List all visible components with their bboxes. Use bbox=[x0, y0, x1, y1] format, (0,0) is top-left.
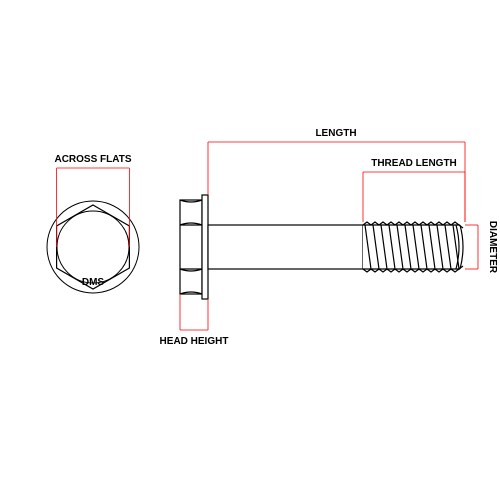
bolt-shank bbox=[208, 225, 363, 269]
dim-length: LENGTH bbox=[208, 128, 465, 222]
label-length: LENGTH bbox=[315, 128, 356, 139]
bolt-flange bbox=[202, 195, 208, 299]
label-across-flats: ACROSS FLATS bbox=[54, 154, 131, 165]
bolt-head-side bbox=[180, 200, 202, 294]
dim-thread-length: THREAD LENGTH bbox=[363, 158, 465, 222]
dim-head-height: HEAD HEIGHT bbox=[160, 294, 229, 347]
dim-diameter: DIAMETER bbox=[465, 221, 498, 274]
label-head-height: HEAD HEIGHT bbox=[160, 336, 229, 347]
label-dms: DMS bbox=[82, 277, 105, 288]
bolt-diagram: ACROSS FLATS DMS bbox=[0, 0, 500, 500]
label-thread-length: THREAD LENGTH bbox=[371, 158, 457, 169]
label-diameter: DIAMETER bbox=[487, 221, 498, 274]
bolt-side-view bbox=[180, 195, 463, 299]
bolt-threads bbox=[363, 222, 463, 272]
